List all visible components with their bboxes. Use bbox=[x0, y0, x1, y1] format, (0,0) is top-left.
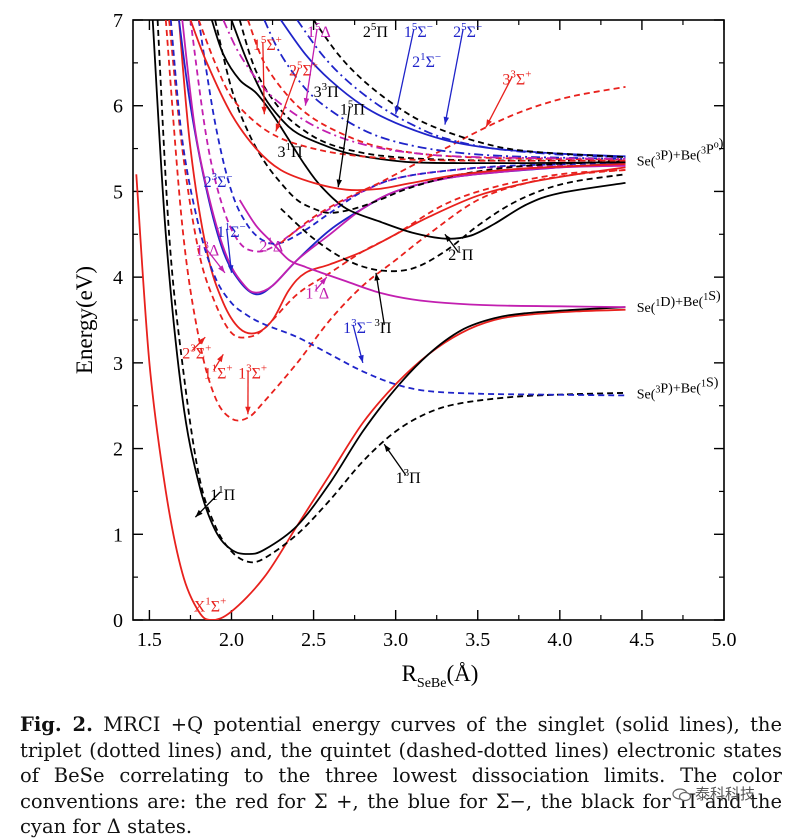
annotation-arrowhead bbox=[337, 179, 342, 187]
state-label-15Δ: 15Δ bbox=[307, 21, 331, 41]
curve-13Σ+ bbox=[169, 20, 625, 338]
asymptote-labels: Se(3P)+Be(3Po) Se(1D)+Be(1S) Se(3P)+Be(1S) bbox=[637, 137, 724, 403]
annotation-arrow bbox=[445, 29, 463, 124]
x-tick-label: 4.5 bbox=[629, 629, 654, 651]
annotation-arrowhead bbox=[304, 98, 309, 106]
potential-energy-chart: 1.5 2.0 2.5 3.0 3.5 4.0 4.5 5.0 0 1 2 3 4 5 6 7 X1Σ+ 11… bbox=[0, 0, 800, 700]
annotation-arrowhead bbox=[245, 407, 250, 415]
curve-25Σ+ bbox=[248, 20, 626, 160]
x-axis-label-sub: SeBe bbox=[417, 676, 447, 691]
y-tick-label: 7 bbox=[113, 10, 123, 32]
y-tick-label: 5 bbox=[113, 181, 123, 203]
state-label-21Δ: 21Δ bbox=[259, 235, 283, 255]
state-label-25Σ−: 25Σ− bbox=[453, 21, 482, 41]
x-tick-label: 4.0 bbox=[547, 629, 572, 651]
wechat-icon bbox=[672, 788, 692, 802]
state-label-11Σ−: 11Σ− bbox=[217, 221, 246, 241]
y-tick-label: 6 bbox=[113, 96, 123, 118]
annotation-arrow bbox=[263, 42, 264, 114]
annotation-arrowhead bbox=[358, 355, 363, 363]
x-axis-label-main: R bbox=[402, 661, 418, 686]
state-label-X1Σ+: X1Σ+ bbox=[194, 595, 227, 615]
curve-15Π bbox=[240, 20, 626, 161]
state-label-11Σ+: 11Σ+ bbox=[204, 362, 233, 382]
watermark-text: 泰科科技 bbox=[695, 785, 755, 803]
annotations-group: X1Σ+11Π13Π23Σ+11Σ+13Σ+11Δ13Σ−3Π13Δ11Σ−21… bbox=[182, 21, 531, 615]
x-axis-ticks: 1.5 2.0 2.5 3.0 3.5 4.0 4.5 5.0 bbox=[137, 20, 737, 651]
y-tick-label: 2 bbox=[113, 439, 123, 461]
state-label-13Π: 13Π bbox=[396, 467, 422, 487]
y-tick-label: 0 bbox=[113, 610, 123, 632]
x-axis-label-unit: (Å) bbox=[446, 661, 478, 686]
state-label-25Π: 25Π bbox=[363, 21, 389, 41]
y-tick-label: 1 bbox=[113, 524, 123, 546]
x-tick-label: 2.5 bbox=[301, 629, 326, 651]
state-label-11Π: 11Π bbox=[210, 484, 236, 504]
state-label-25Σ+: 25Σ+ bbox=[289, 60, 318, 80]
x-tick-label: 5.0 bbox=[712, 629, 737, 651]
state-label-31Π: 31Π bbox=[277, 141, 303, 161]
state-label-23Σ+: 23Σ+ bbox=[182, 343, 211, 363]
curve-31Π bbox=[215, 20, 625, 213]
annotation-arrowhead bbox=[384, 444, 391, 452]
annotation-arrowhead bbox=[261, 107, 266, 115]
watermark: 泰科科技 bbox=[672, 783, 755, 804]
curve-11Σ+ bbox=[166, 20, 626, 421]
state-label-15Σ−: 15Σ− bbox=[404, 21, 433, 41]
annotation-arrowhead bbox=[374, 273, 379, 281]
x-tick-label: 3.5 bbox=[465, 629, 490, 651]
y-tick-label: 3 bbox=[113, 353, 123, 375]
state-label-33Σ+: 33Σ+ bbox=[502, 68, 531, 88]
caption-label: Fig. 2. bbox=[20, 713, 93, 736]
y-axis-ticks: 0 1 2 3 4 5 6 7 bbox=[113, 10, 724, 632]
y-tick-label: 4 bbox=[113, 267, 123, 289]
state-label-13Σ+: 13Σ+ bbox=[238, 362, 267, 382]
annotation-arrow bbox=[396, 29, 414, 114]
state-label-21Π: 21Π bbox=[448, 244, 474, 264]
y-axis-label-text: Energy(eV) bbox=[72, 266, 97, 374]
state-label-33Π: 33Π bbox=[314, 81, 340, 101]
dissociation-limit-label: Se(3P)+Be(3Po) bbox=[637, 137, 724, 170]
annotation-arrowhead bbox=[444, 117, 449, 125]
annotation-arrowhead bbox=[217, 354, 223, 362]
curve-13Σ− bbox=[171, 20, 626, 395]
state-label-21Σ−: 21Σ− bbox=[412, 51, 441, 71]
x-tick-label: 3.0 bbox=[383, 629, 408, 651]
caption-text: MRCI +Q potential energy curves of the s… bbox=[20, 713, 782, 838]
state-label-13Σ−: 13Σ− bbox=[343, 317, 372, 337]
state-label-23Σ−: 23Σ− bbox=[204, 171, 233, 191]
curve-13Δ bbox=[182, 20, 625, 293]
y-axis-label: Energy(eV) bbox=[72, 266, 97, 374]
x-tick-label: 2.0 bbox=[219, 629, 244, 651]
annotation-arrowhead bbox=[486, 119, 492, 127]
dissociation-limit-label: Se(3P)+Be(1S) bbox=[637, 376, 719, 403]
figure-caption: Fig. 2. MRCI +Q potential energy curves … bbox=[20, 712, 782, 840]
state-label-15Σ+: 15Σ+ bbox=[253, 34, 282, 54]
state-label-15Π: 15Π bbox=[340, 98, 366, 118]
state-label-11Δ: 11Δ bbox=[305, 283, 329, 303]
state-label-3Π: 3Π bbox=[374, 317, 392, 337]
dissociation-limit-label: Se(1D)+Be(1S) bbox=[637, 289, 721, 316]
plot-frame bbox=[133, 20, 724, 620]
x-axis-label: RSeBe(Å) bbox=[402, 661, 479, 691]
x-tick-label: 1.5 bbox=[137, 629, 162, 651]
